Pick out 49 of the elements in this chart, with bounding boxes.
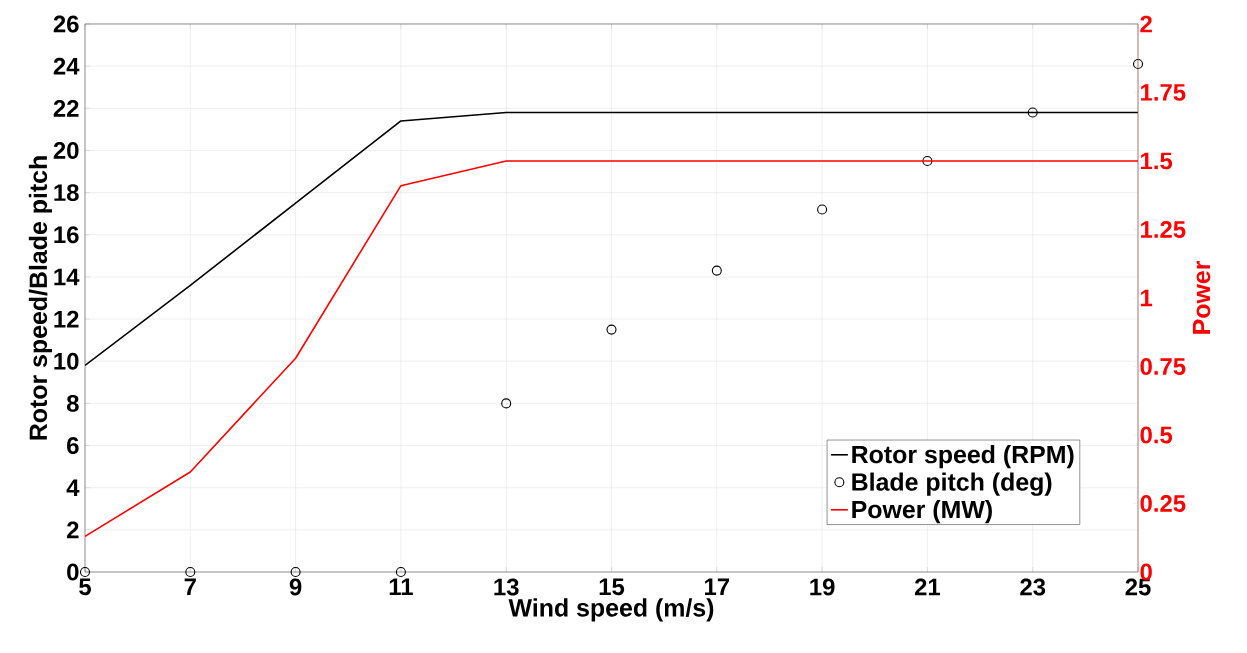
point [1027, 107, 1038, 118]
y2-tick-label: 1 [1141, 289, 1153, 307]
y-tick-label: 2 [67, 521, 79, 539]
point [817, 204, 828, 215]
y-tick-label: 10 [54, 352, 79, 370]
y-axis-title: Rotor speed/Blade pitch [28, 156, 53, 440]
y2-tick-label: 2 [1140, 15, 1152, 33]
x-tick-label: 19 [810, 578, 835, 596]
y-tick-label: 26 [53, 15, 79, 33]
y2-tick-label: 1.25 [1141, 221, 1186, 238]
y-tick-label: 6 [67, 437, 79, 454]
y2-tick-label: 1.5 [1141, 152, 1173, 170]
y-tick-label: 12 [54, 310, 79, 328]
y2-tick-label: 0.25 [1140, 495, 1186, 512]
point [185, 566, 196, 578]
y-tick-label: 8 [66, 394, 79, 412]
y-tick-label: 14 [54, 268, 80, 286]
y2-tick-label: 1.75 [1141, 84, 1186, 101]
legend-label: Power (MW) [852, 500, 992, 524]
x-tick-label: 23 [1020, 578, 1046, 596]
x-axis-title: Wind speed (m/s) [508, 598, 714, 622]
x-tick-label: 21 [914, 578, 941, 596]
y-tick-label: 0 [67, 563, 79, 581]
x-tick-label: 7 [184, 578, 196, 595]
x-tick-label: 17 [705, 578, 730, 595]
y-tick-label: 22 [53, 99, 79, 117]
y2-tick-label: 0.5 [1140, 426, 1173, 444]
point [1132, 59, 1144, 70]
point [79, 566, 91, 578]
x-tick-label: 15 [599, 578, 625, 596]
y-tick-label: 20 [53, 142, 79, 159]
y2-axis-title: Power [1192, 261, 1211, 334]
point [395, 566, 406, 578]
y-tick-label: 16 [54, 226, 79, 244]
point [606, 324, 617, 335]
x-tick-label: 5 [79, 578, 91, 596]
legend-label: Blade pitch (deg) [852, 472, 1052, 496]
point [290, 566, 301, 578]
x-tick-label: 11 [389, 578, 413, 595]
point [922, 155, 933, 167]
y-tick-label: 18 [54, 184, 79, 202]
x-tick-label: 9 [289, 578, 302, 596]
legend-label: Rotor speed (RPM) [852, 445, 1074, 469]
x-tick-label: 13 [494, 578, 519, 596]
y2-tick-label: 0.75 [1140, 358, 1186, 375]
y-tick-label: 24 [53, 57, 80, 75]
point [711, 265, 722, 276]
y-tick-label: 4 [66, 479, 80, 496]
point [501, 398, 512, 409]
